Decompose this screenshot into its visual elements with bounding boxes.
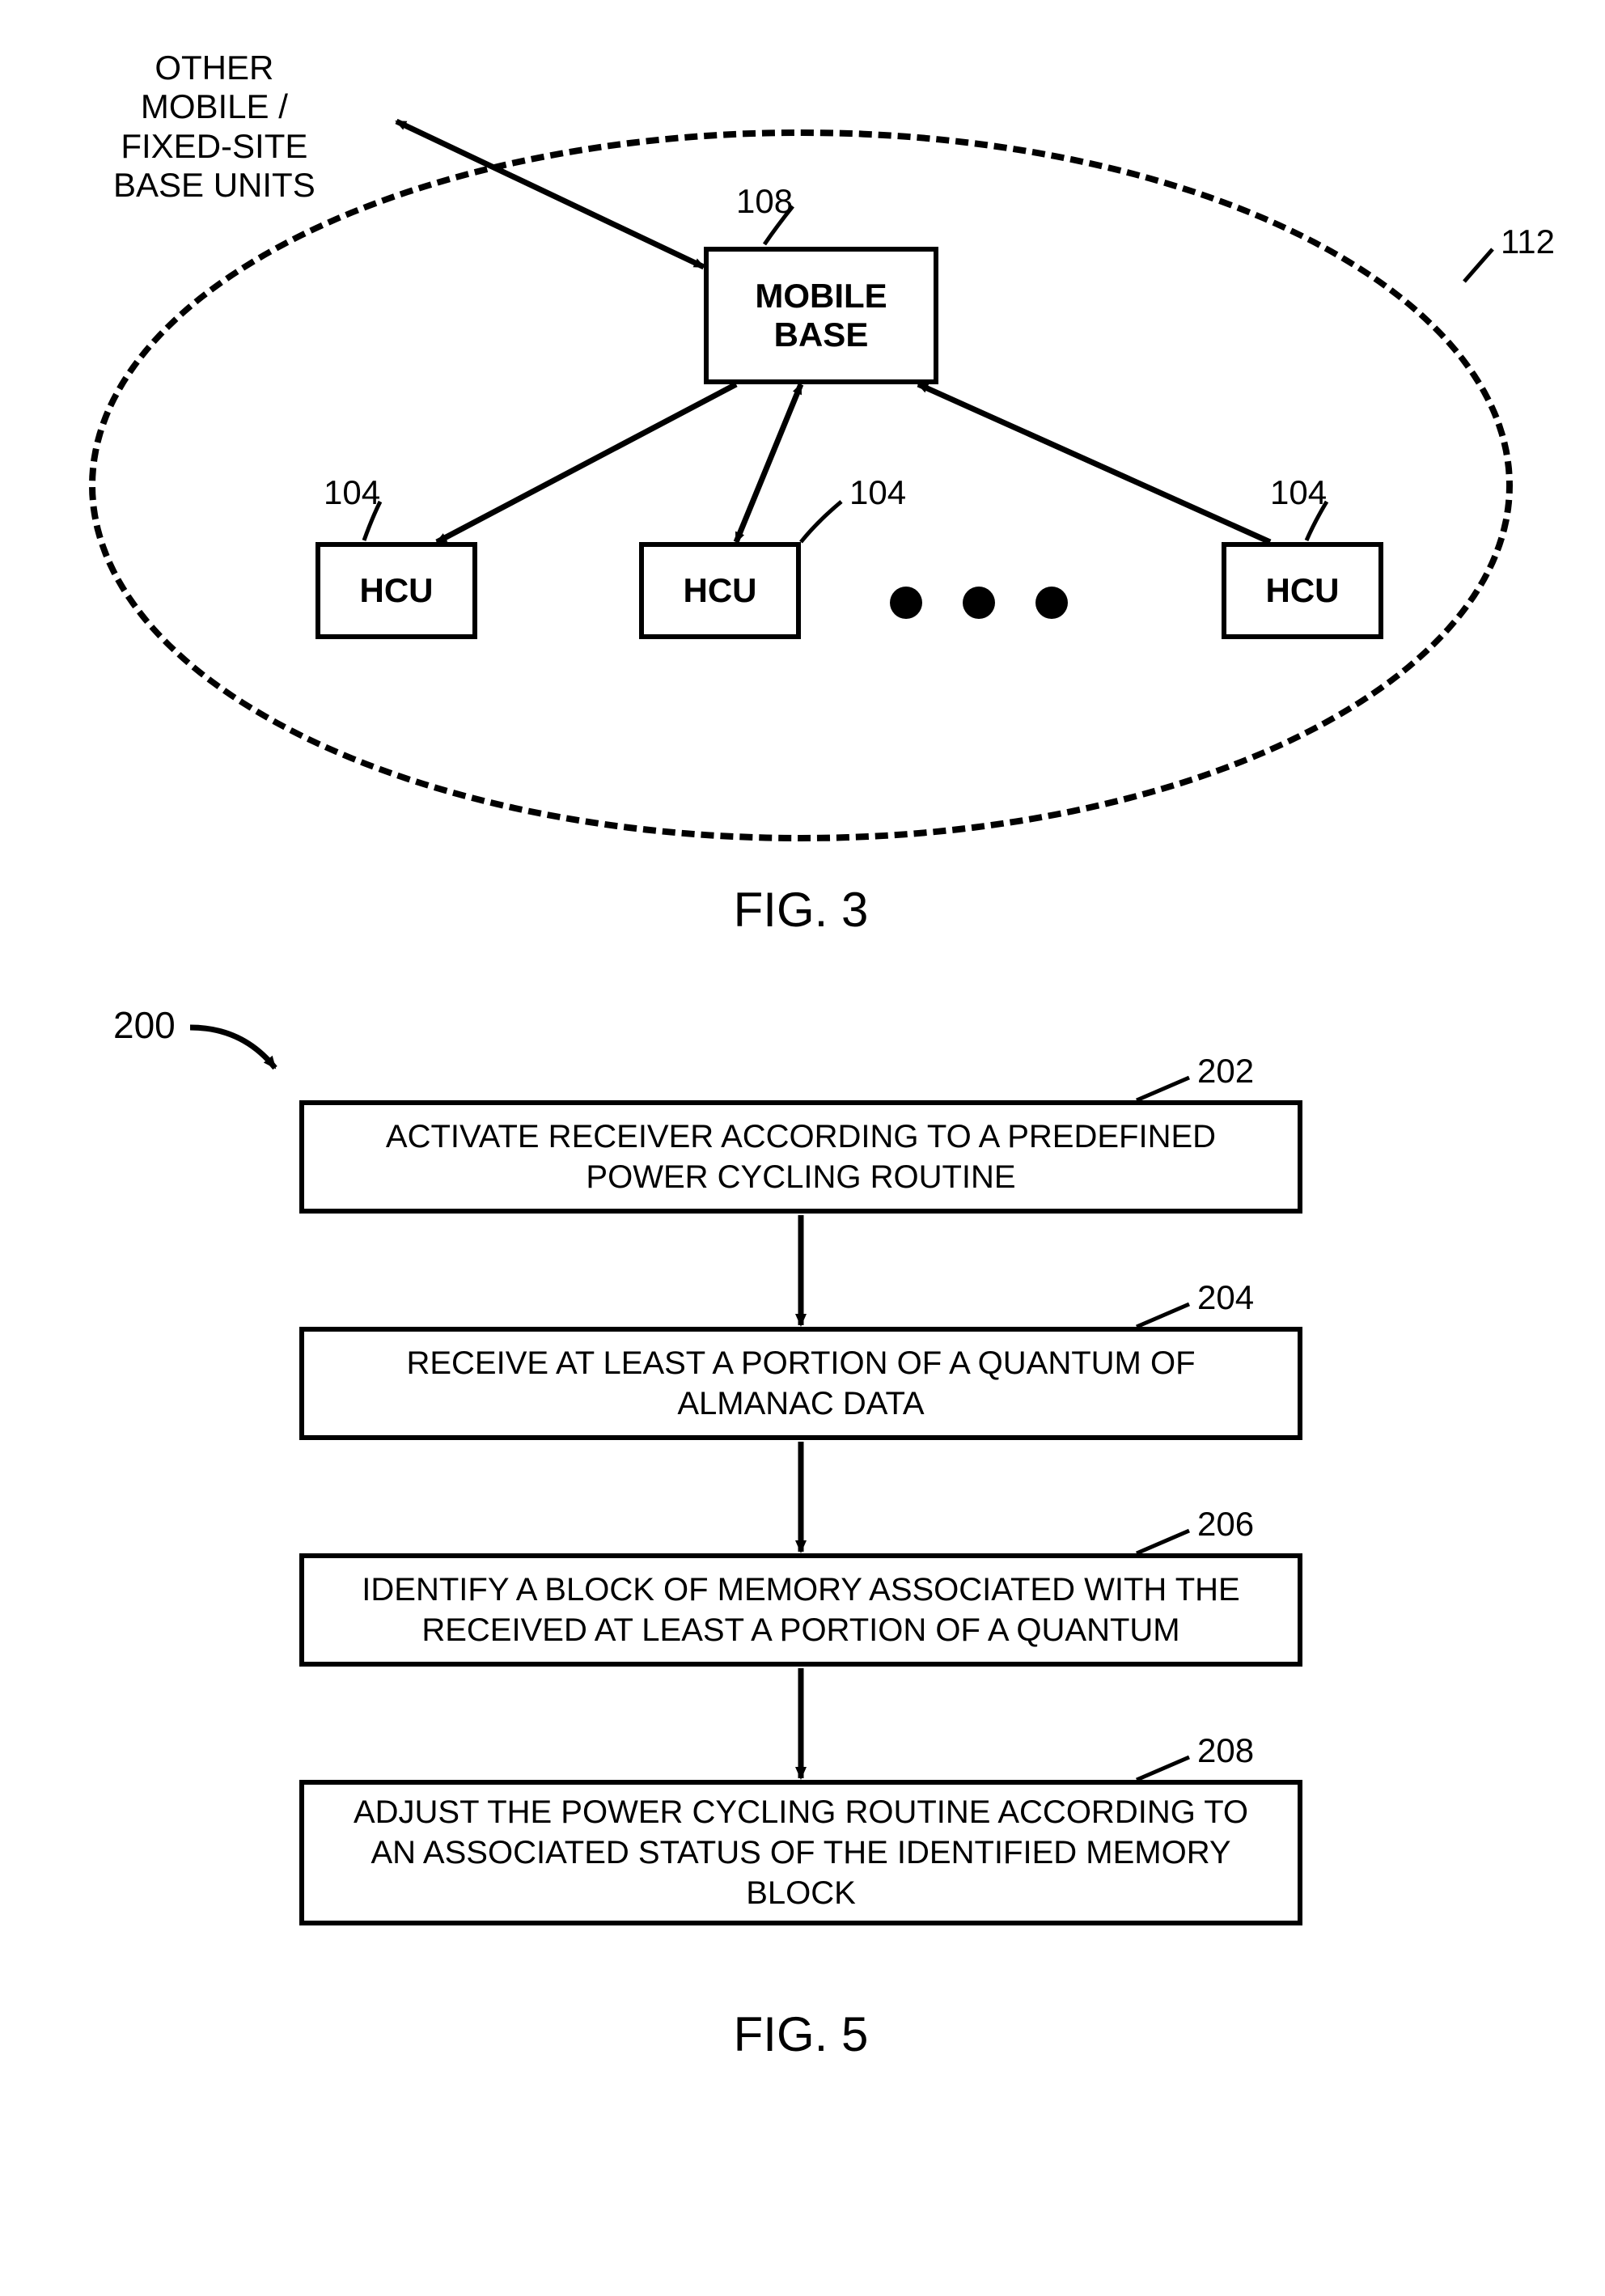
fig3-title: FIG. 3 (32, 882, 1569, 938)
fig5-arrows (32, 1003, 1569, 2055)
fig5-region: 200 ACTIVATE RECEIVER ACCORDING TO A PRE… (32, 1003, 1569, 2265)
fig5-title: FIG. 5 (32, 2006, 1569, 2062)
fig3-region: OTHERMOBILE /FIXED-SITEBASE UNITS MOBILE… (32, 24, 1569, 914)
fig3-arrows (32, 24, 1569, 914)
page: OTHERMOBILE /FIXED-SITEBASE UNITS MOBILE… (0, 0, 1605, 2296)
